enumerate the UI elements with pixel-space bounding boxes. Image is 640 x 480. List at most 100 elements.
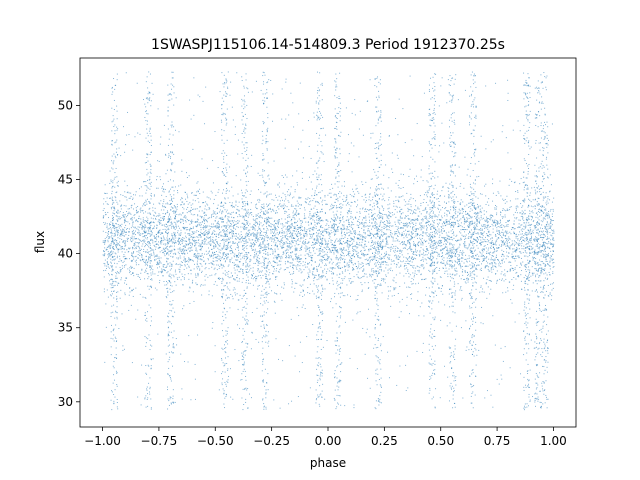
- data-point: [422, 232, 424, 234]
- data-point: [525, 274, 527, 276]
- data-point: [148, 258, 150, 260]
- data-point: [417, 237, 418, 239]
- data-point: [233, 264, 235, 266]
- data-point: [194, 214, 196, 216]
- data-point: [153, 244, 155, 246]
- data-point: [303, 213, 305, 215]
- data-point: [155, 218, 157, 220]
- data-point: [334, 242, 336, 244]
- data-point: [496, 230, 498, 232]
- data-point: [270, 226, 272, 228]
- data-point: [382, 239, 384, 241]
- data-point: [538, 238, 540, 240]
- data-point: [312, 271, 314, 273]
- data-point: [372, 267, 374, 269]
- data-point: [539, 234, 541, 236]
- data-point: [121, 251, 123, 253]
- data-point: [263, 257, 265, 259]
- data-point: [221, 247, 223, 249]
- data-point: [314, 192, 316, 194]
- data-point: [169, 252, 171, 254]
- data-point: [547, 236, 548, 238]
- data-point: [239, 271, 241, 273]
- data-point: [540, 264, 542, 266]
- data-point: [459, 289, 461, 291]
- data-point: [187, 252, 189, 254]
- data-point: [413, 257, 415, 259]
- data-point: [527, 229, 529, 231]
- data-point: [108, 256, 110, 258]
- data-point: [496, 212, 498, 214]
- data-point: [490, 217, 492, 219]
- data-point: [515, 250, 517, 252]
- data-point: [443, 267, 445, 269]
- data-point: [298, 227, 300, 229]
- data-point: [527, 277, 529, 279]
- data-point: [516, 212, 518, 214]
- data-point: [255, 254, 257, 256]
- data-point: [333, 253, 335, 255]
- data-point: [210, 236, 212, 238]
- data-point: [538, 234, 540, 236]
- data-point: [145, 220, 147, 222]
- data-point: [552, 266, 554, 268]
- data-point: [411, 228, 413, 230]
- data-point: [117, 237, 119, 239]
- data-point: [281, 229, 283, 231]
- data-point: [199, 262, 201, 264]
- data-point: [120, 277, 122, 279]
- data-point: [173, 204, 175, 206]
- data-point: [472, 222, 474, 224]
- data-point: [404, 247, 406, 249]
- data-point: [215, 253, 217, 255]
- data-point: [474, 227, 476, 229]
- data-point: [401, 241, 403, 242]
- data-point: [436, 294, 438, 296]
- data-point: [268, 274, 270, 276]
- data-point: [171, 249, 173, 251]
- data-point: [525, 246, 527, 248]
- data-point: [354, 245, 356, 247]
- data-point: [459, 213, 461, 215]
- data-point: [257, 268, 259, 270]
- data-point: [138, 234, 140, 236]
- data-point: [351, 258, 353, 260]
- data-point: [474, 207, 476, 209]
- data-point: [189, 202, 191, 204]
- data-point: [543, 263, 545, 265]
- data-point: [394, 249, 396, 251]
- data-point: [400, 221, 402, 223]
- data-point: [116, 257, 118, 259]
- data-point: [140, 186, 142, 188]
- data-point: [476, 228, 478, 230]
- data-point: [536, 203, 538, 205]
- data-point: [504, 226, 506, 228]
- data-point: [276, 223, 278, 225]
- data-point: [234, 224, 236, 226]
- data-point: [219, 245, 221, 247]
- data-point: [130, 304, 132, 306]
- data-point: [370, 249, 372, 251]
- data-point: [259, 250, 261, 252]
- data-point: [472, 202, 474, 204]
- data-point: [243, 223, 245, 225]
- data-point: [397, 231, 399, 233]
- data-point: [360, 250, 362, 252]
- data-point: [513, 240, 515, 242]
- data-point: [494, 235, 496, 237]
- data-point: [259, 228, 261, 230]
- data-point: [417, 219, 419, 221]
- data-point: [117, 230, 119, 232]
- data-point: [433, 235, 435, 237]
- data-point: [106, 236, 108, 238]
- data-point: [462, 215, 464, 217]
- data-point: [226, 244, 228, 246]
- data-point: [220, 249, 222, 251]
- data-point: [300, 291, 302, 293]
- data-point: [126, 199, 128, 201]
- data-point: [208, 247, 210, 249]
- data-point: [158, 244, 160, 246]
- data-point: [356, 274, 358, 276]
- data-point: [286, 222, 288, 224]
- data-point: [389, 234, 391, 236]
